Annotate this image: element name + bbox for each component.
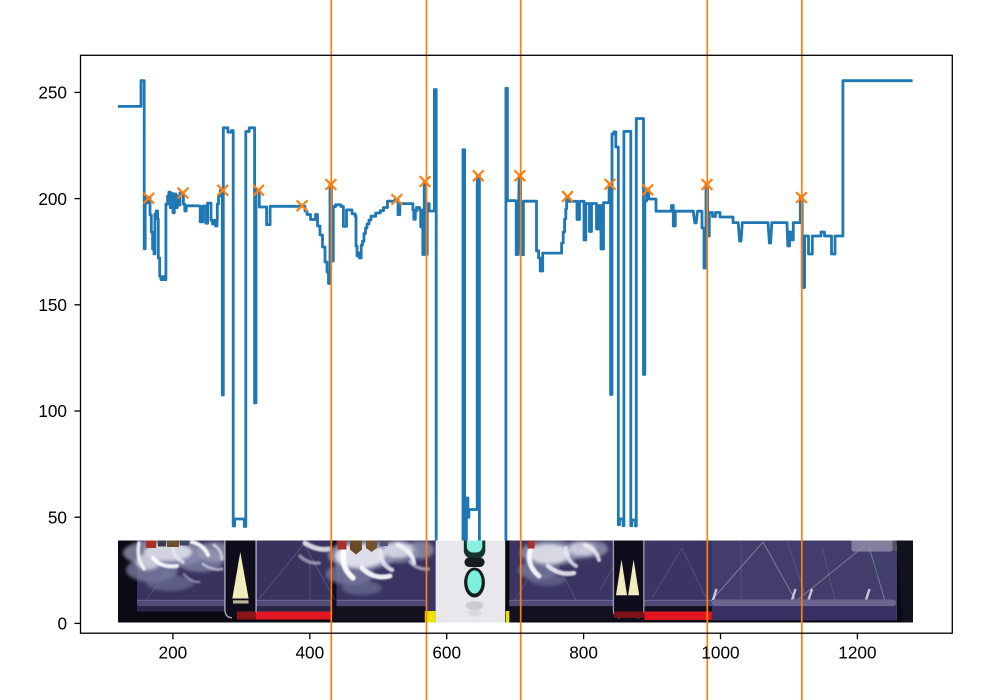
svg-text:1200: 1200 xyxy=(838,643,876,663)
svg-text:50: 50 xyxy=(48,507,67,527)
svg-text:600: 600 xyxy=(432,643,461,663)
svg-text:1000: 1000 xyxy=(701,643,739,663)
svg-text:200: 200 xyxy=(159,643,188,663)
svg-text:250: 250 xyxy=(38,83,67,103)
svg-text:800: 800 xyxy=(569,643,598,663)
svg-text:0: 0 xyxy=(57,614,67,634)
svg-text:400: 400 xyxy=(295,643,324,663)
svg-text:200: 200 xyxy=(38,189,67,209)
svg-text:150: 150 xyxy=(38,295,67,315)
svg-text:100: 100 xyxy=(38,401,67,421)
